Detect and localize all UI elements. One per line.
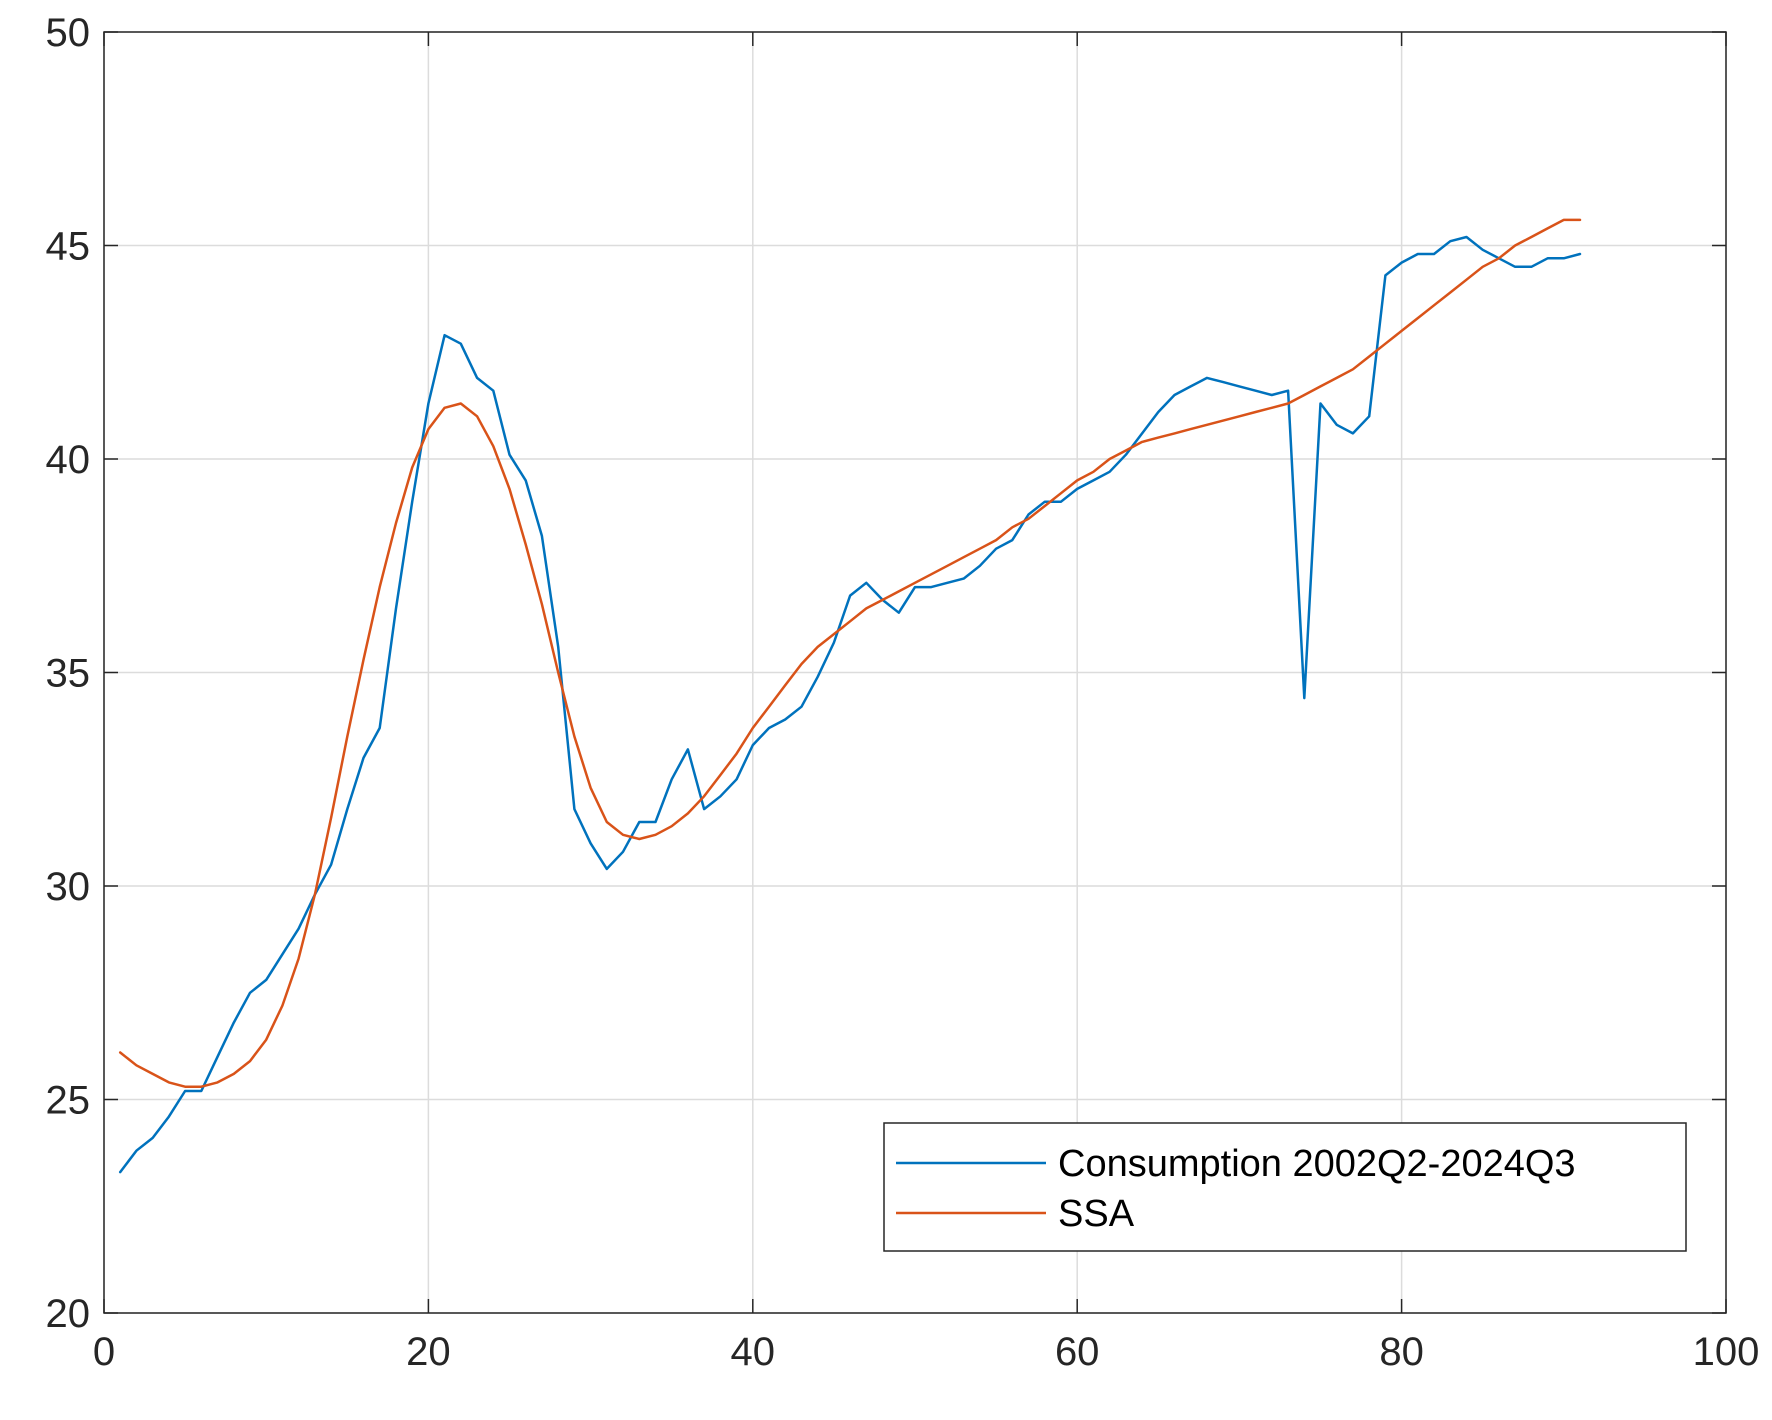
x-tick-label: 80 [1379, 1330, 1424, 1374]
x-tick-label: 20 [406, 1330, 451, 1374]
y-tick-label: 25 [46, 1079, 91, 1123]
legend-entry-label: Consumption 2002Q2-2024Q3 [1058, 1143, 1576, 1185]
y-tick-label: 45 [46, 225, 91, 269]
grid-lines [103, 31, 1727, 1314]
x-tick-label: 60 [1055, 1330, 1100, 1374]
y-tick-label: 20 [46, 1292, 91, 1336]
legend-box [883, 1122, 1687, 1252]
y-tick-label: 35 [46, 652, 91, 696]
series-line-consumption [118, 235, 1582, 1174]
series-line-ssa [118, 218, 1582, 1088]
series-layer [118, 218, 1582, 1174]
y-tick-label: 30 [46, 865, 91, 909]
x-tick-label: 100 [1693, 1330, 1760, 1374]
legend: Consumption 2002Q2-2024Q3 SSA [883, 1122, 1687, 1252]
y-tick-label: 50 [46, 11, 91, 55]
legend-entry-label: SSA [1058, 1193, 1135, 1235]
x-tick-label: 0 [93, 1330, 115, 1374]
y-tick-label: 40 [46, 438, 91, 482]
x-tick-label: 40 [731, 1330, 776, 1374]
